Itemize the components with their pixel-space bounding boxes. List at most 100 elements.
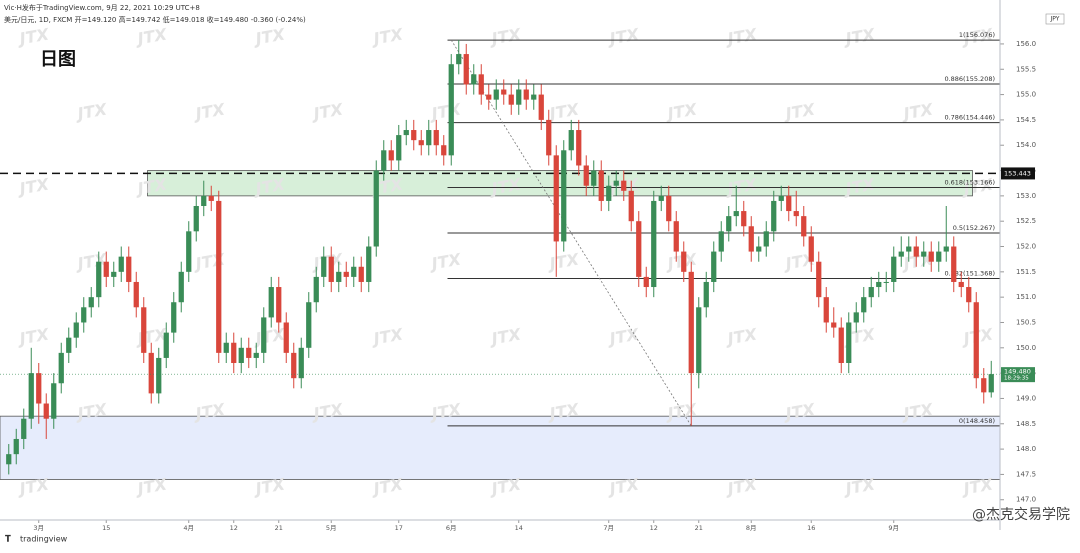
candle-body <box>493 89 499 100</box>
candle-body <box>913 246 919 257</box>
candle-body <box>88 297 94 308</box>
candle-body <box>868 287 874 298</box>
candle-body <box>666 195 672 222</box>
candle-body <box>546 119 552 156</box>
candle-body <box>133 281 139 308</box>
candle-body <box>846 322 852 363</box>
candle-body <box>741 211 747 227</box>
candle-body <box>906 246 912 252</box>
candle-body <box>591 170 597 186</box>
candle-body <box>801 216 807 237</box>
candle-body <box>6 454 12 465</box>
candle-body <box>381 150 387 171</box>
candle-body <box>358 266 364 282</box>
candle-body <box>763 231 769 247</box>
y-tick-label: 156.0 <box>1016 40 1036 48</box>
y-tick-label: 151.0 <box>1016 293 1036 301</box>
candle-body <box>823 297 829 323</box>
y-tick-label: 148.0 <box>1016 445 1036 453</box>
candle-body <box>718 231 724 252</box>
x-tick-label: 21 <box>275 524 283 532</box>
countdown: 18:29:35 <box>1004 376 1029 382</box>
currency-box <box>1045 13 1065 25</box>
candle-body <box>883 281 889 283</box>
candle-body <box>433 130 439 146</box>
zone <box>0 415 1001 480</box>
candle-body <box>73 322 79 338</box>
candle-body <box>733 211 739 217</box>
x-tick-label: 4月 <box>183 524 194 532</box>
candle-body <box>486 94 492 100</box>
candle-body <box>441 145 447 156</box>
candle-body <box>951 246 957 282</box>
candle-body <box>111 271 117 277</box>
y-tick-label: 155.5 <box>1016 65 1036 73</box>
candle-body <box>96 261 102 298</box>
fib-label: 0.618(153.166) <box>944 178 995 186</box>
candle-body <box>643 276 649 288</box>
candle-body <box>373 170 379 247</box>
fib-label: 0.382(151.368) <box>944 270 995 278</box>
candle-body <box>351 266 357 277</box>
y-tick-label: 152.0 <box>1016 243 1036 251</box>
candle-body <box>268 287 274 318</box>
candle-body <box>118 256 124 272</box>
fib-label: 0.5(152.267) <box>953 224 995 232</box>
candle-body <box>538 94 544 120</box>
candle-body <box>756 246 762 252</box>
candle-body <box>283 322 289 353</box>
candle-body <box>58 352 64 384</box>
x-tick-label: 7月 <box>603 524 614 532</box>
x-tick-label: 14 <box>515 524 523 532</box>
y-tick-label: 151.5 <box>1016 268 1036 276</box>
candle-body <box>778 195 784 201</box>
candle-body <box>148 352 154 394</box>
candle-body <box>568 130 574 151</box>
publisher: Vic·H发布于TradingView.com, 9月 22, 2021 10:… <box>4 3 200 12</box>
candle-body <box>703 281 709 308</box>
candle-body <box>208 195 214 201</box>
candle-body <box>276 287 282 323</box>
candle-body <box>186 231 192 272</box>
candle-body <box>253 352 259 358</box>
timeframe-label: 日图 <box>40 49 76 70</box>
candle-body <box>771 200 777 232</box>
candle-body <box>988 374 994 393</box>
candle-body <box>261 317 267 353</box>
fib-label: 0(148.458) <box>959 417 995 425</box>
y-tick-label: 147.5 <box>1016 470 1036 478</box>
candle-body <box>103 261 109 277</box>
candle-body <box>831 322 837 328</box>
y-tick-label: 152.5 <box>1016 217 1036 225</box>
candle-body <box>471 74 477 85</box>
credit: @杰克交易学院 <box>972 506 1070 523</box>
logo: tradingview <box>20 535 68 544</box>
candle-body <box>973 302 979 379</box>
candle-body <box>426 130 432 146</box>
x-tick-label: 8月 <box>746 524 757 532</box>
candle-body <box>216 200 222 353</box>
y-tick-label: 154.5 <box>1016 116 1036 124</box>
candle-body <box>861 297 867 313</box>
candle-body <box>163 332 169 358</box>
candle-body <box>411 130 417 141</box>
y-tick-label: 150.0 <box>1016 344 1036 352</box>
x-tick-label: 16 <box>807 524 815 532</box>
x-tick-label: 12 <box>230 524 238 532</box>
candle-body <box>448 64 454 156</box>
candle-body <box>21 418 27 439</box>
fib-label: 1(156.076) <box>959 31 995 39</box>
x-tick-label: 17 <box>395 524 403 532</box>
candle-body <box>178 271 184 303</box>
x-tick-label: 12 <box>650 524 658 532</box>
candle-body <box>171 302 177 333</box>
candle-body <box>81 307 87 323</box>
candle-body <box>966 287 972 303</box>
candle-body <box>561 150 567 242</box>
zone <box>147 170 973 197</box>
candle-body <box>921 251 927 257</box>
background-layer <box>0 170 1001 480</box>
candle-body <box>156 357 162 394</box>
candle-body <box>958 281 964 288</box>
currency: JPY <box>1050 16 1060 23</box>
